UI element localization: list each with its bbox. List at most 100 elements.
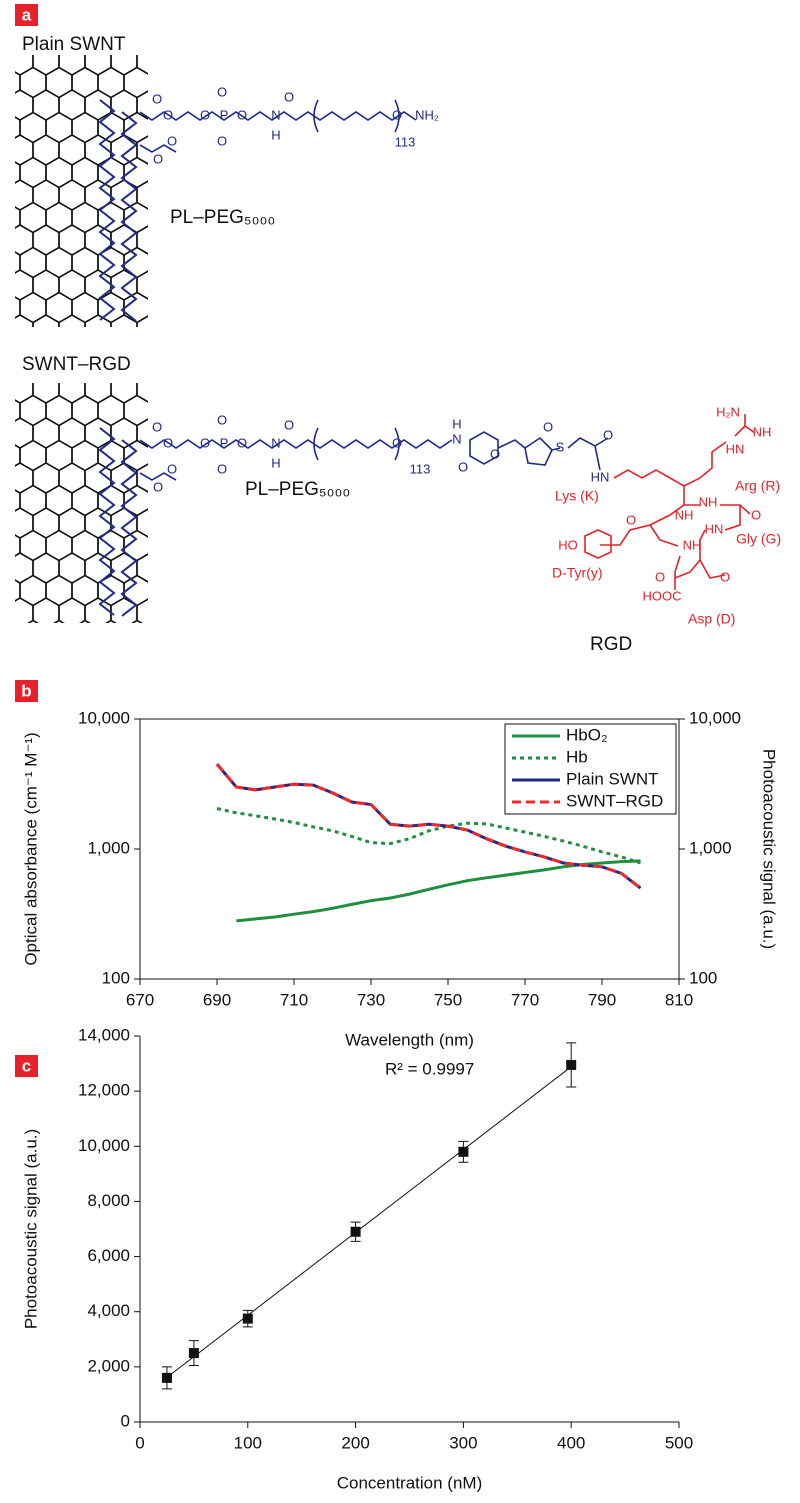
hexagon xyxy=(84,314,112,327)
lipid-tail xyxy=(98,427,116,616)
atom-label: O xyxy=(217,84,227,99)
data-point xyxy=(161,1372,172,1383)
charts: b 670 690 710 730 750 770 790 810 100 1,000 10,000 1… xyxy=(15,680,779,1492)
atom-label: NH₂ xyxy=(415,107,439,122)
atom-label: O xyxy=(751,507,761,522)
legend-label: HbO₂ xyxy=(566,725,608,744)
atom-label: O xyxy=(167,133,177,148)
hexagon xyxy=(0,508,7,538)
hexagon xyxy=(150,621,176,651)
hexagon xyxy=(0,598,7,628)
x-tick-label: 200 xyxy=(341,1433,369,1452)
hexagon xyxy=(15,489,21,512)
hexagon xyxy=(79,619,91,623)
y-axis-label: Photoacoustic signal (a.u.) xyxy=(21,1129,40,1329)
atom-label: NH xyxy=(699,494,718,509)
nanotube xyxy=(0,373,176,651)
x-tick-label: 730 xyxy=(357,990,385,1009)
x-axis-label: Concentration (nM) xyxy=(337,1473,483,1492)
bond-chain xyxy=(139,111,417,121)
atom-label: O xyxy=(490,446,500,461)
atom-label: S xyxy=(556,439,565,454)
ring xyxy=(524,436,553,466)
data-point xyxy=(458,1146,469,1157)
atom-label: O xyxy=(200,107,210,122)
atom-label: O xyxy=(603,427,613,442)
atom-label: NH xyxy=(683,537,702,552)
residue-label: Arg (R) xyxy=(735,478,780,494)
hexagon xyxy=(136,90,148,120)
y2-axis-label: Photoacoustic signal (a.u.) xyxy=(760,749,779,949)
residue-label: Asp (D) xyxy=(688,611,735,627)
x-tick-label: 100 xyxy=(234,1433,262,1452)
hexagon xyxy=(136,508,148,538)
polymer-label: PL–PEG₅₀₀₀ xyxy=(245,479,350,500)
data-point xyxy=(350,1226,361,1237)
legend-label: SWNT–RGD xyxy=(566,791,663,810)
panel-label-box xyxy=(15,4,38,26)
hexagon xyxy=(15,71,21,94)
lipid-tail xyxy=(120,439,138,617)
atom-label: N xyxy=(452,431,461,446)
axis-line xyxy=(139,1036,679,1423)
atom-label: O xyxy=(152,91,162,106)
atom-label: HN xyxy=(726,441,745,456)
y-tick-label: 10,000 xyxy=(78,708,130,727)
hexagon xyxy=(32,597,60,623)
x-tick-label: 790 xyxy=(588,990,616,1009)
x-tick-label: 770 xyxy=(511,990,539,1009)
hexagon xyxy=(27,619,39,623)
peptide-bond xyxy=(600,414,756,590)
hexagon xyxy=(136,418,148,448)
hexagon xyxy=(15,444,21,467)
hexagon xyxy=(150,293,176,323)
atom-label: O xyxy=(458,459,468,474)
hexagon xyxy=(15,399,21,422)
atom-label: HO xyxy=(558,537,578,552)
hexagon xyxy=(0,23,20,53)
hexagon xyxy=(0,225,7,255)
hexagon xyxy=(15,161,21,184)
atom-label: O xyxy=(152,419,162,434)
y2-tick-label: 1,000 xyxy=(689,838,732,857)
residue-label: Lys (K) xyxy=(555,488,599,504)
lipid-tail xyxy=(98,99,116,321)
atom-label: H₂N xyxy=(716,404,740,419)
hexagon xyxy=(136,553,148,583)
bond xyxy=(497,439,526,449)
atom-label: O xyxy=(284,417,294,432)
atom-label: H xyxy=(452,416,461,431)
atom-label: N xyxy=(271,107,280,122)
hexagon xyxy=(136,463,148,493)
hexagon xyxy=(0,315,7,345)
panel-label: c xyxy=(22,1056,31,1075)
hexagon xyxy=(136,135,148,165)
atom-label: 113 xyxy=(395,134,416,149)
atom-label: O xyxy=(392,435,402,450)
y-tick-label: 1,000 xyxy=(87,838,130,857)
atom-label: N xyxy=(271,435,280,450)
construct-title: Plain SWNT xyxy=(22,34,126,55)
y-tick-label: 12,000 xyxy=(78,1081,130,1100)
y-tick-label: 100 xyxy=(102,968,130,987)
hexagon xyxy=(15,597,34,623)
x-tick-label: 750 xyxy=(434,990,462,1009)
phenyl-ring xyxy=(584,529,612,559)
series-line xyxy=(236,859,641,923)
hexagon xyxy=(15,296,21,319)
hexagon xyxy=(150,23,176,53)
bond-chain xyxy=(139,144,177,153)
hexagon xyxy=(150,248,176,278)
hexagon xyxy=(150,576,176,606)
hexagon xyxy=(0,373,7,403)
y-tick-label: 6,000 xyxy=(87,1246,130,1265)
hexagon xyxy=(0,553,7,583)
atom-label: O xyxy=(153,479,163,494)
lipid-tail xyxy=(120,111,138,322)
panel-label-box xyxy=(15,680,38,702)
y-tick-label: 14,000 xyxy=(78,1025,130,1044)
atom-label: O xyxy=(237,107,247,122)
y-tick-label: 10,000 xyxy=(78,1136,130,1155)
hexagon xyxy=(58,597,86,623)
legend-label: Plain SWNT xyxy=(566,769,659,788)
